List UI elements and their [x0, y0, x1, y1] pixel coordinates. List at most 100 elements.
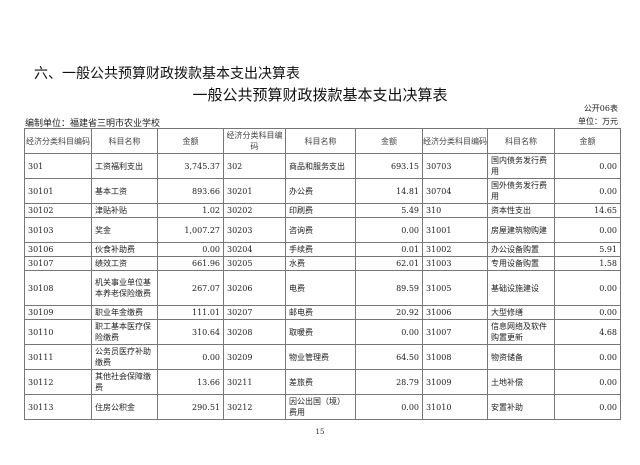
code-cell: 31006 [422, 305, 488, 320]
code-cell: 30201 [223, 178, 286, 204]
name-cell: 职业年金缴费 [91, 305, 158, 320]
amount-cell: 0.00 [554, 178, 621, 204]
code-cell: 31002 [422, 242, 488, 257]
expenditure-table: 经济分类科目编码 科目名称 金额 经济分类科目编码 科目名称 金额 经济分类科目编码 科目名称… [24, 128, 621, 420]
table-row: 30112 其他社会保障缴费 13.66 30211 差旅费 28.79 31009 土地补偿… [24, 369, 621, 395]
table-row: 30102 津贴补贴 1.02 30202 印刷费 5.49 310 资本性支出 14.65 [24, 203, 621, 218]
code-cell: 30204 [223, 242, 286, 257]
amount-cell: 64.50 [355, 344, 423, 370]
name-cell: 物资储备 [487, 344, 555, 370]
column-header: 经济分类科目编码 [422, 128, 488, 154]
code-cell: 30209 [223, 344, 286, 370]
table-row: 30109 职业年金缴费 111.01 30207 邮电费 20.92 31006 大型修缮 0… [24, 305, 621, 320]
amount-cell: 693.15 [355, 153, 423, 179]
amount-cell: 111.01 [157, 305, 224, 320]
amount-cell: 267.07 [157, 270, 224, 306]
code-cell: 30113 [24, 394, 92, 420]
name-cell: 其他社会保障缴费 [91, 369, 158, 395]
code-cell: 30703 [422, 153, 488, 179]
code-cell: 30111 [24, 344, 92, 370]
table-row: 30108 机关事业单位基本养老保险缴费 267.07 30206 电费 89.59 310… [24, 270, 621, 306]
code-cell: 30106 [24, 242, 92, 257]
code-cell: 31001 [422, 217, 488, 243]
name-cell: 印刷费 [285, 203, 356, 218]
name-cell: 津贴补贴 [91, 203, 158, 218]
name-cell: 土地补偿 [487, 369, 555, 395]
column-header: 科目名称 [91, 128, 158, 154]
name-cell: 商品和服务支出 [285, 153, 356, 179]
amount-cell: 661.96 [157, 256, 224, 271]
name-cell: 奖金 [91, 217, 158, 243]
name-cell: 公务员医疗补助缴费 [91, 344, 158, 370]
form-number: 公开06表 [583, 104, 618, 113]
amount-cell: 0.00 [554, 153, 621, 179]
column-header: 金额 [554, 128, 621, 154]
code-cell: 30207 [223, 305, 286, 320]
name-cell: 大型修缮 [487, 305, 555, 320]
table-row: 301 工资福利支出 3,745.37 302 商品和服务支出 693.15 30703 国内… [24, 153, 621, 179]
code-cell: 31007 [422, 319, 488, 345]
column-header: 金额 [157, 128, 224, 154]
name-cell: 安置补助 [487, 394, 555, 420]
table-title: 一般公共预算财政拨款基本支出决算表 [192, 86, 448, 104]
unit-label: 单位：万元 [578, 117, 618, 126]
code-cell: 31005 [422, 270, 488, 306]
name-cell: 工资福利支出 [91, 153, 158, 179]
name-cell: 房屋建筑物购建 [487, 217, 555, 243]
amount-cell: 0.00 [157, 242, 224, 257]
code-cell: 31009 [422, 369, 488, 395]
code-cell: 30110 [24, 319, 92, 345]
name-cell: 基本工资 [91, 178, 158, 204]
name-cell: 差旅费 [285, 369, 356, 395]
code-cell: 31010 [422, 394, 488, 420]
name-cell: 资本性支出 [487, 203, 555, 218]
code-cell: 301 [24, 153, 92, 179]
amount-cell: 0.00 [355, 394, 423, 420]
name-cell: 职工基本医疗保险缴费 [91, 319, 158, 345]
organization: 编制单位：福建省三明市农业学校 [25, 119, 161, 129]
name-cell: 邮电费 [285, 305, 356, 320]
name-cell: 电费 [285, 270, 356, 306]
name-cell: 手续费 [285, 242, 356, 257]
name-cell: 基础设施建设 [487, 270, 555, 306]
name-cell: 物业管理费 [285, 344, 356, 370]
code-cell: 30208 [223, 319, 286, 345]
amount-cell: 0.00 [554, 270, 621, 306]
amount-cell: 0.00 [355, 319, 423, 345]
code-cell: 30205 [223, 256, 286, 271]
code-cell: 30103 [24, 217, 92, 243]
amount-cell: 0.00 [554, 369, 621, 395]
amount-cell: 0.00 [554, 344, 621, 370]
amount-cell: 5.91 [554, 242, 621, 257]
amount-cell: 893.66 [157, 178, 224, 204]
amount-cell: 1.58 [554, 256, 621, 271]
code-cell: 302 [223, 153, 286, 179]
amount-cell: 0.01 [355, 242, 423, 257]
amount-cell: 290.51 [157, 394, 224, 420]
name-cell: 专用设备购置 [487, 256, 555, 271]
name-cell: 国外债务发行费用 [487, 178, 555, 204]
amount-cell: 28.79 [355, 369, 423, 395]
column-header: 金额 [355, 128, 423, 154]
name-cell: 办公设备购置 [487, 242, 555, 257]
name-cell: 绩效工资 [91, 256, 158, 271]
code-cell: 30109 [24, 305, 92, 320]
code-cell: 31008 [422, 344, 488, 370]
name-cell: 住房公积金 [91, 394, 158, 420]
amount-cell: 1,007.27 [157, 217, 224, 243]
code-cell: 30206 [223, 270, 286, 306]
code-cell: 31003 [422, 256, 488, 271]
name-cell: 办公费 [285, 178, 356, 204]
name-cell: 因公出国（境）费用 [285, 394, 356, 420]
code-cell: 30102 [24, 203, 92, 218]
amount-cell: 62.01 [355, 256, 423, 271]
amount-cell: 14.65 [554, 203, 621, 218]
code-cell: 30101 [24, 178, 92, 204]
column-header: 科目名称 [285, 128, 356, 154]
amount-cell: 4.68 [554, 319, 621, 345]
column-header: 科目名称 [487, 128, 555, 154]
amount-cell: 13.66 [157, 369, 224, 395]
code-cell: 30202 [223, 203, 286, 218]
section-title: 六、一般公共预算财政拨款基本支出决算表 [34, 66, 300, 82]
amount-cell: 0.00 [554, 217, 621, 243]
